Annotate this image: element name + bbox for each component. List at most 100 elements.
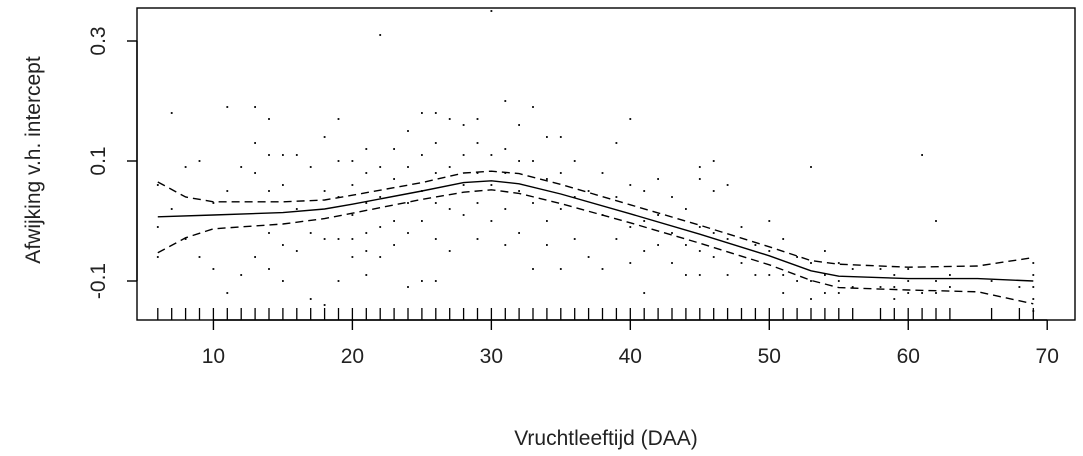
data-point [740, 262, 743, 264]
data-point [282, 154, 284, 156]
data-point [726, 184, 729, 186]
data-point [893, 298, 896, 300]
data-point [421, 154, 423, 156]
data-point [546, 136, 548, 138]
data-point [254, 142, 256, 144]
data-point [351, 238, 354, 240]
data-point [1032, 262, 1035, 264]
data-point [212, 268, 215, 270]
data-point [810, 166, 812, 168]
data-point [254, 256, 256, 258]
data-point [685, 208, 687, 210]
data-point [226, 106, 229, 108]
data-point [337, 118, 340, 120]
data-point [393, 178, 395, 180]
x-axis: 10 20 30 40 50 60 70 [202, 319, 1059, 368]
x-tick-label: 60 [897, 345, 920, 368]
x-tick-label: 50 [758, 345, 781, 368]
data-point [518, 232, 520, 234]
data-point [434, 280, 437, 282]
data-point [629, 226, 632, 228]
data-point [685, 274, 687, 276]
data-point [990, 280, 993, 282]
data-point [254, 172, 256, 174]
data-point [768, 274, 771, 276]
data-point [282, 184, 284, 186]
data-point [309, 298, 312, 300]
data-point [587, 256, 590, 258]
data-point [1032, 298, 1035, 300]
data-point [546, 244, 548, 246]
data-point [601, 268, 604, 270]
data-point [754, 274, 757, 276]
data-point [643, 292, 646, 294]
data-point [573, 238, 576, 240]
data-point [935, 220, 937, 222]
data-point [671, 196, 673, 198]
data-point [282, 244, 284, 246]
data-point [323, 304, 326, 306]
data-point [629, 184, 632, 186]
data-point [698, 166, 701, 168]
data-point [393, 244, 395, 246]
data-point [893, 274, 896, 276]
data-point [476, 202, 479, 204]
data-point [198, 256, 201, 258]
y-tick-label: 0.3 [87, 26, 110, 55]
data-point [949, 286, 951, 288]
data-point [837, 262, 840, 264]
data-point [1032, 274, 1035, 276]
data-point [935, 280, 937, 282]
data-points [156, 10, 1035, 312]
data-point [851, 286, 854, 288]
x-axis-title: Vruchtleeftijd (DAA) [514, 427, 698, 450]
data-point [365, 148, 368, 150]
data-point [337, 238, 340, 240]
data-point [726, 238, 729, 240]
data-point [184, 166, 187, 168]
x-tick-label: 70 [1036, 345, 1059, 368]
data-point [170, 208, 173, 210]
data-point [504, 100, 507, 102]
data-point [351, 214, 354, 216]
data-point [434, 142, 437, 144]
y-tick-label: -0.1 [87, 263, 110, 299]
y-axis-title: Afwijking v.h. intercept [22, 56, 45, 264]
data-point [782, 274, 785, 276]
data-point [448, 166, 451, 168]
plot-frame [136, 7, 1076, 321]
data-point [810, 298, 812, 300]
data-point [226, 190, 229, 192]
data-point [643, 190, 646, 192]
data-point [518, 160, 520, 162]
data-point [615, 196, 618, 198]
data-point [240, 166, 243, 168]
data-point [490, 154, 493, 156]
data-point [601, 172, 604, 174]
data-point [268, 232, 270, 234]
data-point [629, 262, 632, 264]
data-point [1018, 286, 1021, 288]
data-point [559, 268, 562, 270]
data-point [309, 166, 312, 168]
data-point [421, 112, 423, 114]
data-point [879, 268, 882, 270]
data-point [546, 220, 548, 222]
data-point [824, 250, 826, 252]
data-point [282, 280, 284, 282]
data-point [323, 238, 326, 240]
data-point [476, 118, 479, 120]
data-point [782, 292, 785, 294]
lower-confidence-band [157, 189, 1034, 305]
data-point [448, 250, 451, 252]
data-point [407, 286, 409, 288]
data-point [810, 262, 812, 264]
data-point [698, 250, 701, 252]
data-point [657, 244, 659, 246]
x-tick-label: 20 [341, 345, 364, 368]
data-point [532, 268, 534, 270]
data-point [921, 292, 923, 294]
data-point [907, 268, 910, 270]
data-point [532, 106, 534, 108]
